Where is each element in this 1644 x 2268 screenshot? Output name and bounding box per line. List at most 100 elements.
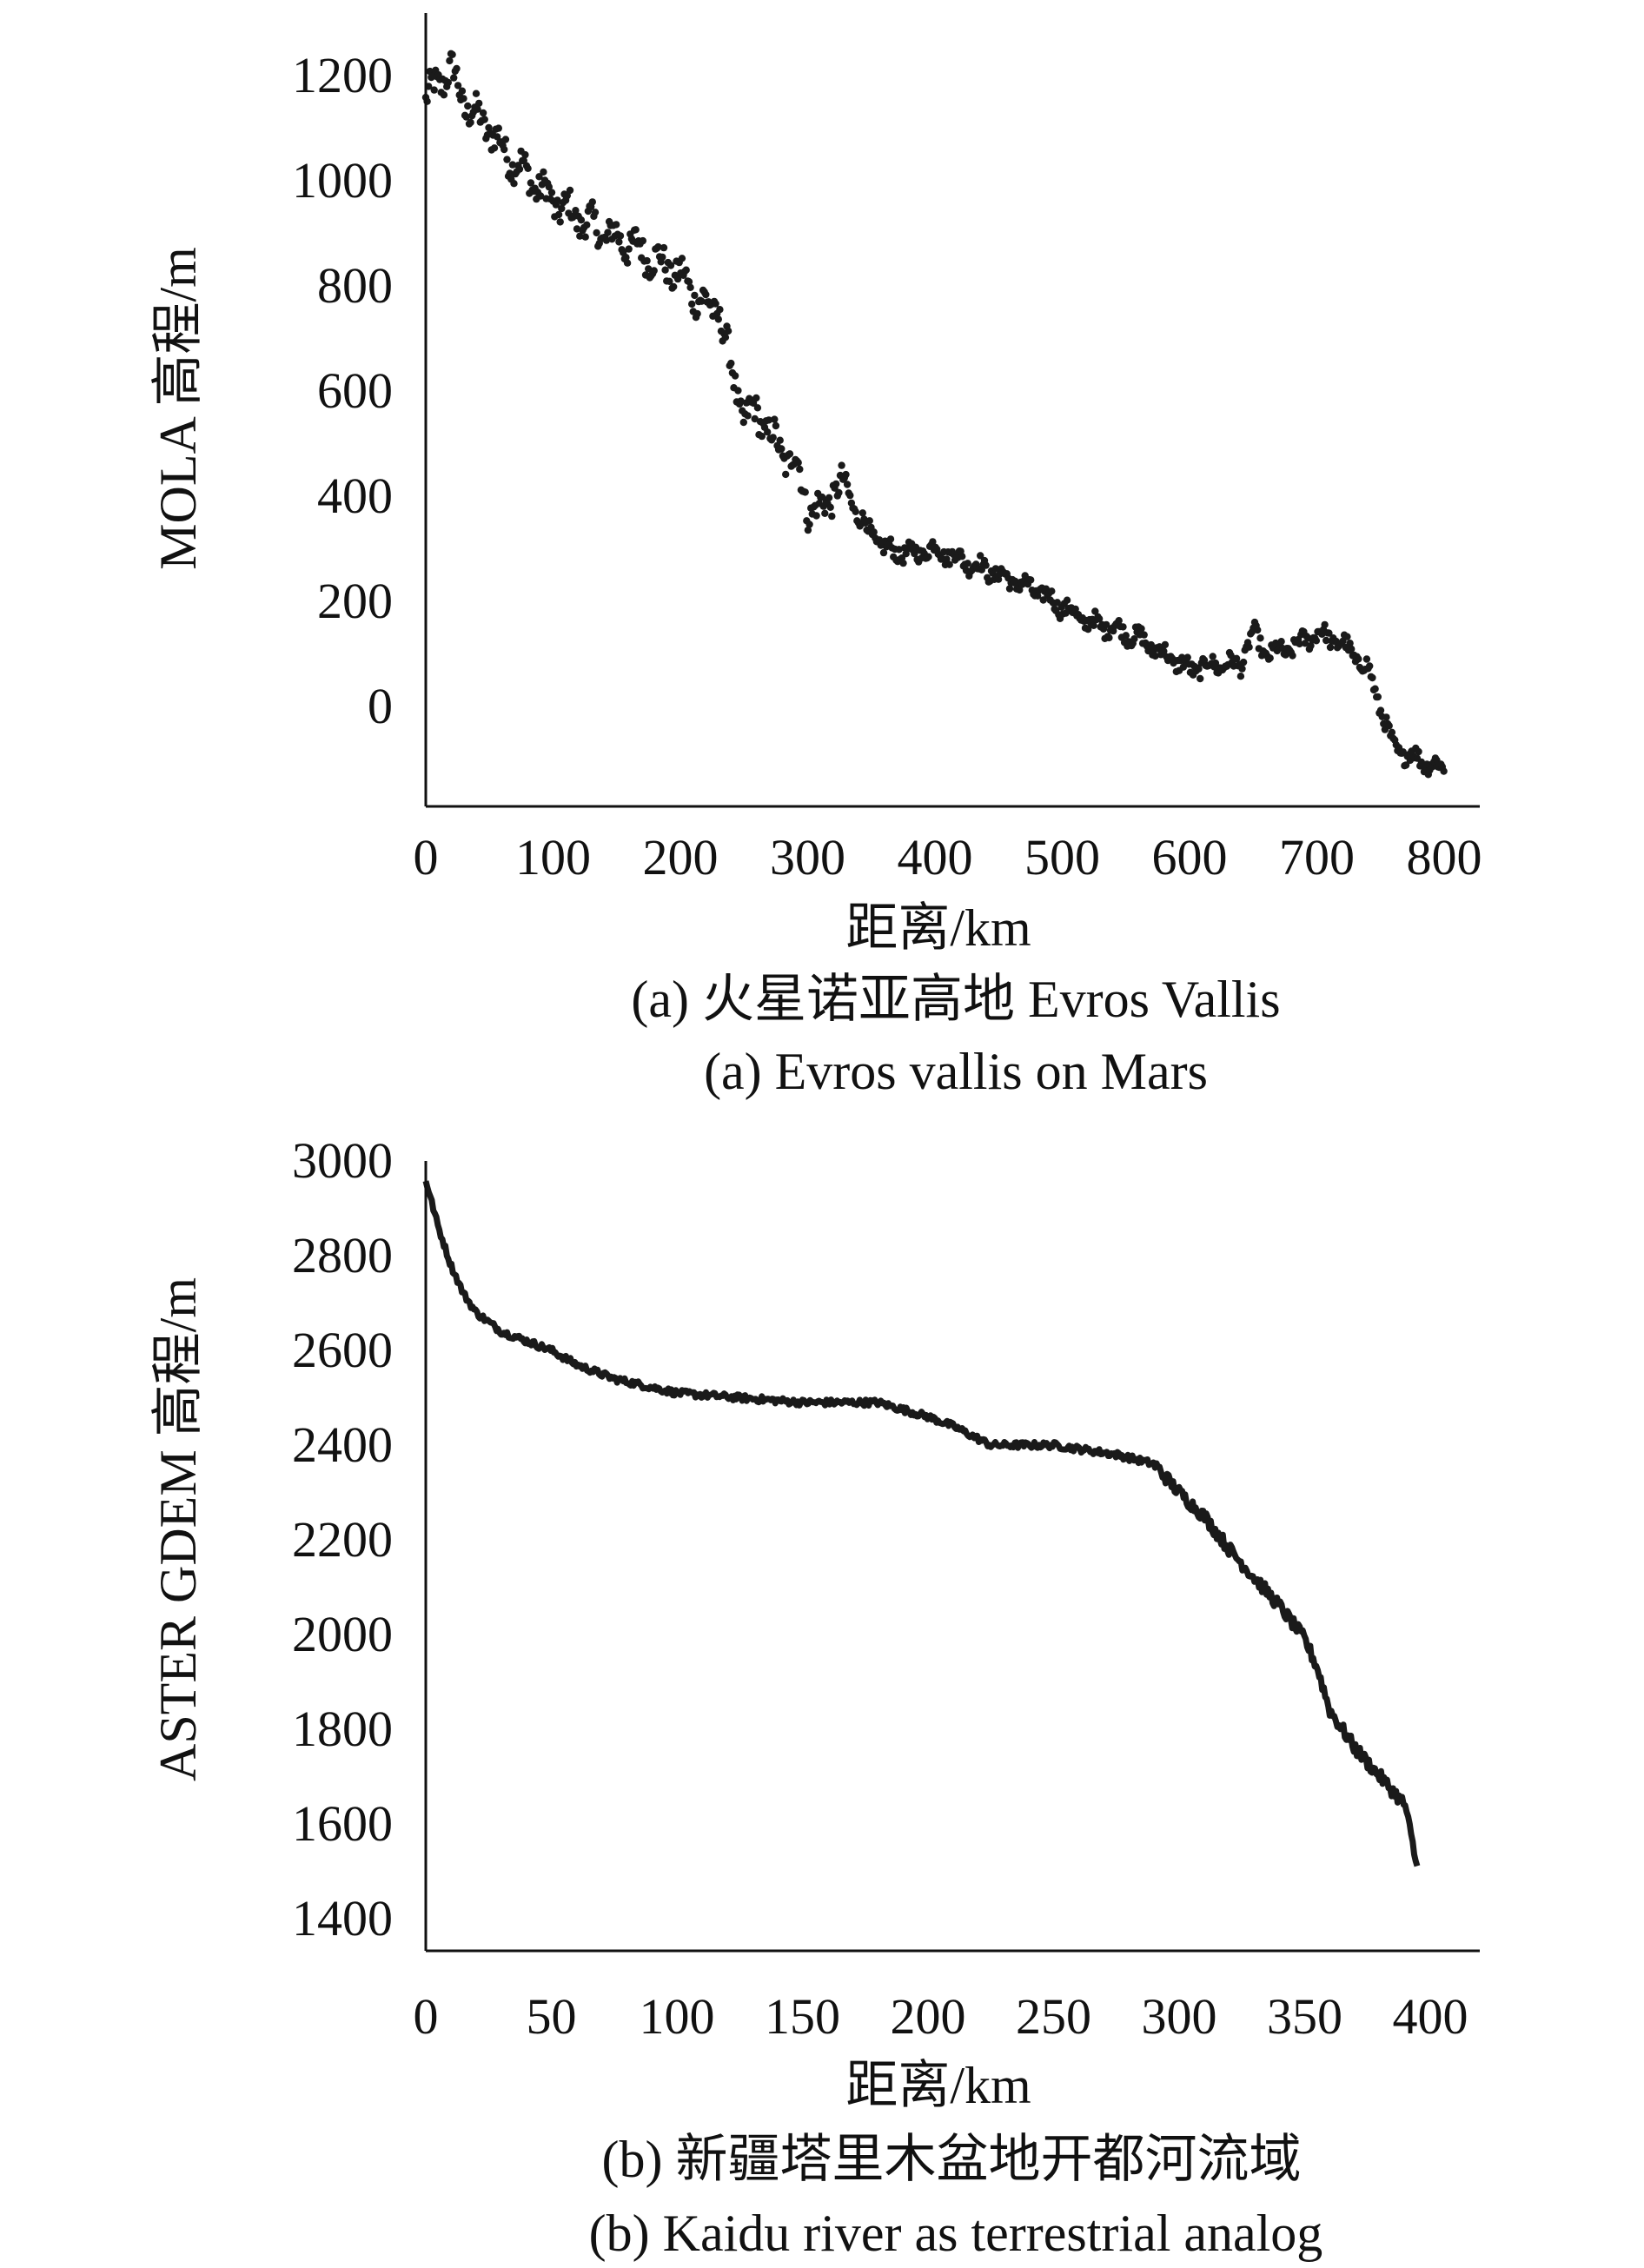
data-point xyxy=(858,509,866,517)
data-point xyxy=(583,221,591,229)
data-point xyxy=(577,216,586,224)
data-point xyxy=(501,136,510,143)
data-point xyxy=(1289,652,1296,660)
data-point xyxy=(540,168,547,176)
data-point xyxy=(446,56,454,65)
data-point xyxy=(1151,652,1159,660)
data-point xyxy=(945,560,953,568)
data-point xyxy=(1239,658,1248,666)
data-point xyxy=(982,561,990,569)
data-point xyxy=(765,416,772,424)
data-point xyxy=(464,102,472,110)
data-point xyxy=(1160,647,1168,655)
data-point xyxy=(865,517,873,525)
data-point xyxy=(686,283,694,291)
data-point xyxy=(666,277,673,285)
data-point xyxy=(1348,645,1356,653)
data-point xyxy=(1321,620,1329,629)
chart-b-data-line xyxy=(422,1180,1421,1867)
data-point xyxy=(1183,653,1191,661)
data-point xyxy=(659,253,666,262)
data-point xyxy=(1105,633,1113,642)
x-tick-label: 200 xyxy=(891,1988,966,2045)
data-point xyxy=(842,470,850,479)
x-tick-label: 350 xyxy=(1267,1988,1342,2045)
y-tick-label: 1400 xyxy=(292,1890,393,1946)
data-point xyxy=(772,421,780,430)
data-point xyxy=(500,145,508,154)
data-point xyxy=(494,124,502,132)
data-point xyxy=(804,526,812,534)
data-point xyxy=(714,315,722,323)
data-point xyxy=(450,74,458,82)
series-line xyxy=(422,1180,1421,1867)
data-point xyxy=(964,560,971,567)
data-point xyxy=(521,150,529,159)
data-point xyxy=(1376,706,1385,714)
data-point xyxy=(625,245,633,253)
data-point xyxy=(581,233,589,241)
data-point xyxy=(716,306,724,314)
data-point xyxy=(778,445,786,453)
chart-b-caption-en: (b) Kaidu river as terrestrial analog xyxy=(589,2205,1323,2262)
data-point xyxy=(1382,713,1390,721)
data-point xyxy=(547,189,556,196)
data-point xyxy=(712,300,719,308)
data-point xyxy=(591,209,600,216)
data-point xyxy=(1325,629,1333,637)
data-point xyxy=(460,95,467,103)
x-tick-label: 700 xyxy=(1279,829,1355,885)
data-point xyxy=(826,503,834,511)
data-point xyxy=(702,290,710,299)
data-point xyxy=(566,186,574,195)
chart-a-caption-en: (a) Evros vallis on Mars xyxy=(704,1043,1208,1100)
data-point xyxy=(1122,632,1130,640)
data-point xyxy=(1388,728,1396,736)
y-tick-label: 200 xyxy=(317,573,393,629)
data-point xyxy=(1371,685,1379,693)
data-point xyxy=(527,179,535,187)
data-point xyxy=(1090,621,1097,629)
data-point xyxy=(731,372,739,380)
data-point xyxy=(758,432,766,441)
data-point xyxy=(604,229,612,236)
data-point xyxy=(632,226,640,234)
data-point xyxy=(670,282,678,291)
data-point xyxy=(481,116,488,123)
data-point xyxy=(573,225,581,233)
data-point xyxy=(454,82,462,90)
data-point xyxy=(752,394,760,402)
data-point xyxy=(828,512,836,521)
chart-b-y-ticks: 1400 1600 1800 2000 2200 2400 2600 2800 3000 xyxy=(292,1132,393,1946)
data-point xyxy=(615,238,623,246)
data-point xyxy=(1071,605,1079,613)
y-tick-label: 600 xyxy=(317,362,393,419)
chart-a-caption-cn: (a) 火星诺亚高地 Evros Vallis xyxy=(631,971,1280,1028)
data-point xyxy=(1211,659,1220,667)
data-point xyxy=(458,87,467,95)
data-point xyxy=(515,165,524,173)
y-tick-label: 400 xyxy=(317,468,393,524)
data-point xyxy=(1115,617,1123,625)
data-point xyxy=(1137,625,1145,633)
y-tick-label: 1600 xyxy=(292,1795,393,1852)
x-tick-label: 150 xyxy=(765,1988,840,2045)
data-point xyxy=(1063,596,1071,604)
data-point xyxy=(682,266,690,274)
data-point xyxy=(1195,665,1203,673)
data-point xyxy=(1415,747,1422,756)
y-tick-label: 1800 xyxy=(292,1701,393,1757)
data-point xyxy=(545,182,553,191)
data-point xyxy=(846,491,854,500)
data-point xyxy=(602,236,611,244)
data-point xyxy=(1236,673,1245,680)
x-tick-label: 200 xyxy=(643,829,719,885)
data-point xyxy=(753,404,762,412)
data-point xyxy=(685,278,693,286)
data-point xyxy=(554,210,563,219)
data-point xyxy=(508,161,517,169)
data-point xyxy=(462,113,470,121)
data-point xyxy=(510,180,518,188)
data-point xyxy=(1322,636,1330,645)
